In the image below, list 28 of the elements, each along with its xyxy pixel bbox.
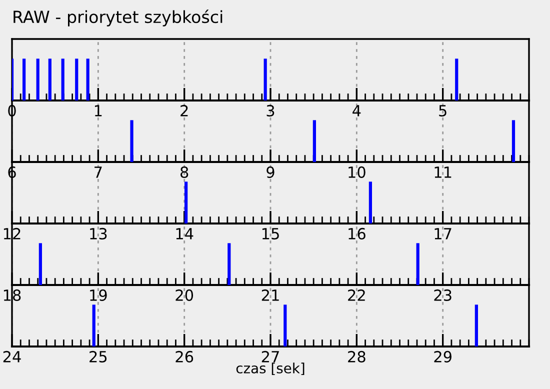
x-tick-label: 3 [266,104,274,116]
x-tick-label: 11 [434,166,452,178]
x-tick-label: 16 [348,228,366,240]
x-tick-label: 27 [262,350,279,362]
x-tick-label: 26 [176,350,194,362]
x-tick-label: 19 [90,289,107,301]
x-tick-label: 10 [348,166,366,178]
x-tick-label: 22 [348,289,365,301]
chart-title: RAW - priorytet szybkości [14,10,222,26]
x-tick-label: 8 [180,166,188,178]
x-tick-label: 28 [348,350,366,362]
x-tick-label: 14 [176,228,194,240]
x-tick-label: 13 [90,228,107,240]
x-tick-label: 4 [352,105,361,116]
x-tick-label: 29 [434,350,452,362]
x-tick-label: 25 [90,350,107,362]
x-tick-label: 20 [176,289,194,301]
x-tick-label: 15 [262,228,279,240]
x-tick-label: 17 [434,228,452,240]
x-tick-label: 9 [266,166,274,178]
x-tick-label: 7 [94,166,102,178]
x-tick-label: 2 [180,104,188,116]
x-tick-label: 24 [3,350,21,362]
x-tick-label: 1 [94,105,102,116]
x-tick-label: 23 [434,289,452,301]
x-axis-title: czas [sek] [236,362,304,376]
x-tick-label: 5 [439,105,446,116]
x-tick-label: 21 [262,289,279,301]
